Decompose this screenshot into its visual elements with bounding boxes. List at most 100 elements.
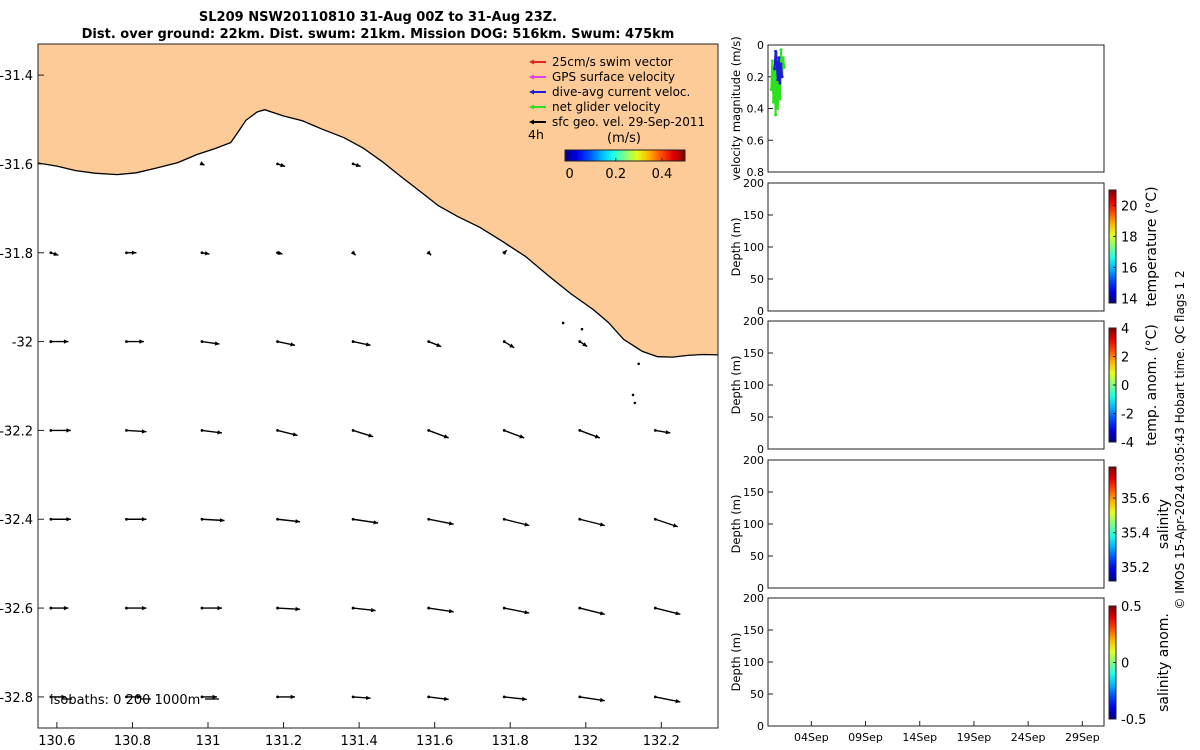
- map-panel: 130.6 130.8 131 131.2 131.4 131.6 131.8 132 132.…: [0, 43, 719, 749]
- arrow-head: [63, 339, 69, 344]
- colorbar-tick-label: 0: [1121, 657, 1129, 672]
- salinity-anomaly-panel: 0 50 100 150 200 Depth (m) -0.5 0 0.5 salinity an…: [729, 592, 1172, 744]
- velocity-point: [781, 56, 785, 60]
- y-tick-label: 0: [757, 305, 764, 318]
- x-tick-label: 09Sep: [848, 731, 883, 744]
- arrow-head: [139, 339, 144, 344]
- y-tick-label: 0: [757, 720, 764, 733]
- y-tick-label: 50: [750, 273, 764, 286]
- colorbar-tick-label: 4: [1121, 322, 1129, 337]
- arrow-head: [436, 342, 442, 347]
- speed-colorbar-tick-label: 0.2: [605, 167, 626, 182]
- velocity-point: [778, 97, 782, 101]
- arrow-head: [131, 250, 137, 255]
- velocity-point: [774, 113, 778, 117]
- map-y-tick-label: -32: [12, 336, 33, 351]
- arrow-head: [675, 611, 681, 616]
- arrow-head: [366, 695, 371, 700]
- arrow-head: [290, 694, 296, 700]
- arrow-head: [582, 342, 588, 347]
- arrow-head: [217, 605, 222, 611]
- arrow-head: [66, 428, 71, 433]
- y-tick-label: 50: [750, 411, 764, 424]
- y-tick-label: 100: [743, 518, 764, 531]
- y-tick-label: 100: [743, 656, 764, 669]
- colorbar-label: salinity: [1156, 499, 1172, 549]
- arrow-head: [219, 518, 225, 523]
- arrow-head: [53, 251, 59, 256]
- arrow-head: [522, 696, 527, 702]
- velocity-point: [776, 78, 780, 82]
- coastline: [38, 109, 718, 358]
- velocity-point: [779, 62, 783, 66]
- y-tick-label: 0: [757, 443, 764, 456]
- map-x-tick-label: 132.2: [643, 734, 680, 749]
- island: [561, 321, 565, 325]
- arrow-head: [519, 434, 525, 439]
- panel-frame: [767, 44, 1105, 173]
- map-y-tick-label: -32.4: [0, 513, 33, 528]
- island: [633, 401, 637, 405]
- colorbar-tick-label: 35.2: [1121, 561, 1150, 576]
- map-x-tick-label: 130.8: [114, 734, 151, 749]
- arrow-head: [524, 610, 530, 615]
- arrow-head: [212, 694, 217, 700]
- y-axis-label: Depth (m): [729, 633, 743, 692]
- arrow-head: [63, 605, 69, 611]
- arrow-head: [217, 430, 222, 435]
- island: [631, 393, 635, 397]
- y-tick-label: 200: [743, 592, 764, 605]
- arrow-head: [672, 523, 678, 528]
- arrow-head: [280, 162, 286, 168]
- y-axis-label: Depth (m): [729, 356, 743, 415]
- legend-arrow-head: [529, 74, 534, 80]
- x-tick-label: 29Sep: [1065, 731, 1100, 744]
- arrow-head: [355, 162, 361, 168]
- x-tick-label: 24Sep: [1011, 731, 1046, 744]
- map-x-tick-label: 131: [196, 734, 221, 749]
- velocity-point: [778, 81, 782, 85]
- arrow-head: [61, 694, 66, 700]
- arrow-head: [426, 250, 432, 256]
- arrow-head: [443, 434, 449, 439]
- colorbar-tick-label: 20: [1121, 199, 1138, 214]
- legend-arrow-head: [529, 119, 534, 125]
- arrow-head: [665, 430, 671, 435]
- velocity-point: [779, 48, 783, 52]
- arrow-head: [277, 250, 283, 255]
- temperature-panel: 0 50 100 150 200 Depth (m) 14 16 18 20 temperature…: [729, 177, 1160, 318]
- arrow-head: [365, 342, 371, 347]
- y-tick-label: 0.2: [747, 71, 765, 84]
- map-x-tick-label: 130.6: [38, 734, 75, 749]
- y-tick-label: 150: [743, 347, 764, 360]
- arrow-head: [295, 606, 301, 612]
- time-label: 4h: [528, 127, 544, 142]
- legend-label: net glider velocity: [552, 100, 660, 114]
- y-tick-label: 0: [757, 39, 764, 52]
- colorbar-tick-label: 14: [1121, 292, 1138, 307]
- velocity-point: [782, 65, 786, 69]
- x-tick-label: 19Sep: [957, 731, 992, 744]
- arrow-head: [594, 434, 600, 439]
- arrow-head: [443, 696, 449, 701]
- map-x-tick-label: 131.2: [265, 734, 302, 749]
- arrow-head: [66, 517, 71, 522]
- y-tick-label: 50: [750, 688, 764, 701]
- panel-frame: [767, 459, 1105, 589]
- colorbar-tick-label: -4: [1121, 436, 1134, 451]
- colorbar-label: temp. anom. (°C): [1144, 324, 1160, 446]
- y-tick-label: 0.6: [747, 134, 765, 147]
- isobaths-label: isobaths: 0 200 1000m: [50, 693, 200, 708]
- y-tick-label: 0.4: [747, 103, 765, 116]
- legend-arrow-head: [529, 104, 534, 110]
- y-tick-label: 150: [743, 624, 764, 637]
- arrow-head: [199, 161, 205, 166]
- arrow-head: [292, 432, 298, 437]
- arrow-head: [214, 341, 220, 346]
- velocity-point: [777, 56, 781, 60]
- legend-label: sfc geo. vel. 29-Sep-2011: [552, 115, 705, 129]
- colorbar-tick-label: -0.5: [1121, 713, 1146, 728]
- legend-label: dive-avg current veloc.: [552, 85, 690, 99]
- arrow-head: [502, 250, 507, 255]
